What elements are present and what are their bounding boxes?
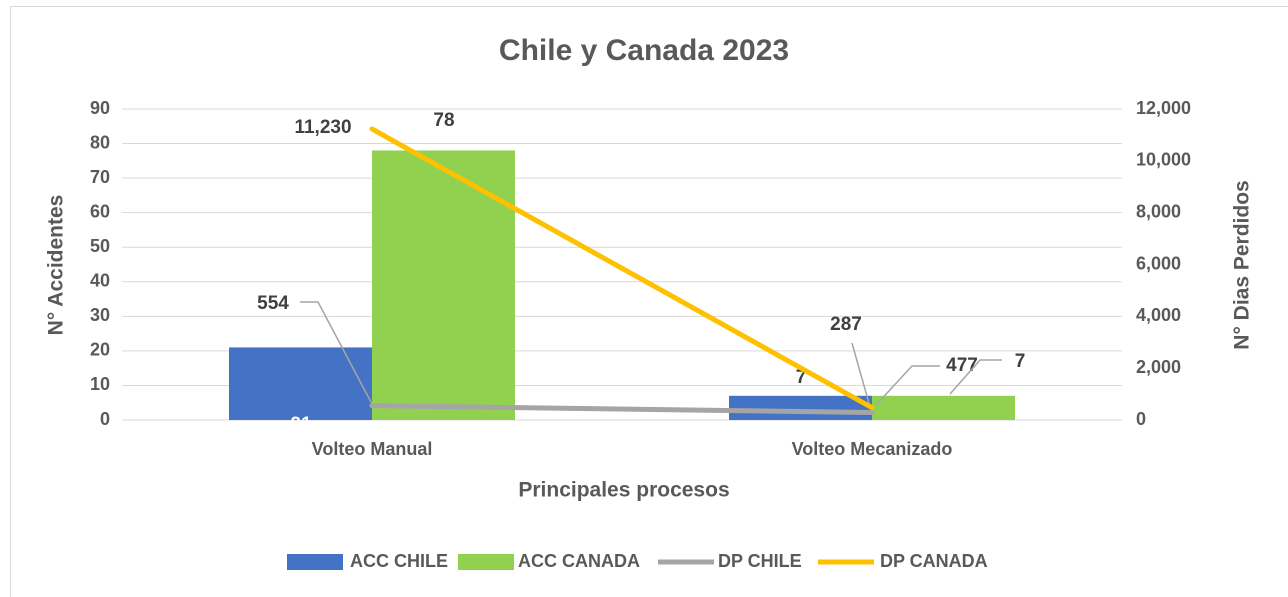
leader-line [300, 301, 373, 405]
data-label: 477 [946, 355, 978, 376]
line [369, 403, 875, 416]
data-label: 21 [290, 414, 312, 435]
leader-line [875, 365, 940, 406]
y-tick-label: 60 [90, 201, 110, 221]
y-tick-label: 90 [90, 98, 110, 118]
y2-tick-label: 10,000 [1136, 150, 1191, 170]
legend-label: ACC CANADA [518, 551, 640, 571]
data-label: 11,230 [294, 117, 351, 138]
chart-frame [10, 6, 1288, 597]
bar [372, 150, 515, 420]
y2-tick-label: 0 [1136, 409, 1146, 429]
chart-title: Chile y Canada 2023 [499, 34, 789, 67]
leader-line [949, 359, 1002, 395]
x-axis-label: Principales procesos [518, 479, 729, 502]
y2-tick-label: 2,000 [1136, 357, 1181, 377]
y-tick-label: 50 [90, 236, 110, 256]
legend-label: DP CHILE [718, 551, 802, 571]
x-tick-label: Volteo Mecanizado [792, 439, 953, 459]
y-tick-label: 40 [90, 271, 110, 291]
line [369, 126, 875, 411]
data-label: 7 [1015, 351, 1026, 372]
bar [729, 395, 872, 420]
bar [872, 395, 1015, 420]
data-label: 287 [830, 314, 862, 335]
legend-swatch [458, 554, 514, 570]
y-tick-label: 70 [90, 167, 110, 187]
y-tick-label: 0 [100, 409, 110, 429]
data-label: 7 [796, 367, 807, 388]
y2-axis-label: N° Dias Perdidos [1231, 180, 1254, 349]
y-tick-label: 20 [90, 340, 110, 360]
data-label: 78 [433, 110, 454, 131]
y2-tick-label: 8,000 [1136, 201, 1181, 221]
bar [229, 347, 372, 420]
y2-tick-label: 4,000 [1136, 305, 1181, 325]
legend-label: ACC CHILE [350, 551, 448, 571]
y2-tick-label: 12,000 [1136, 98, 1191, 118]
y-tick-label: 30 [90, 305, 110, 325]
legend-swatch [287, 554, 343, 570]
x-tick-label: Volteo Manual [312, 439, 433, 459]
data-label: 554 [257, 293, 289, 314]
y2-tick-label: 6,000 [1136, 253, 1181, 273]
y-tick-label: 80 [90, 132, 110, 152]
legend-label: DP CANADA [880, 551, 988, 571]
y-axis-label: N° Accidentes [45, 195, 68, 336]
leader-line [851, 342, 871, 408]
y-tick-label: 10 [90, 374, 110, 394]
